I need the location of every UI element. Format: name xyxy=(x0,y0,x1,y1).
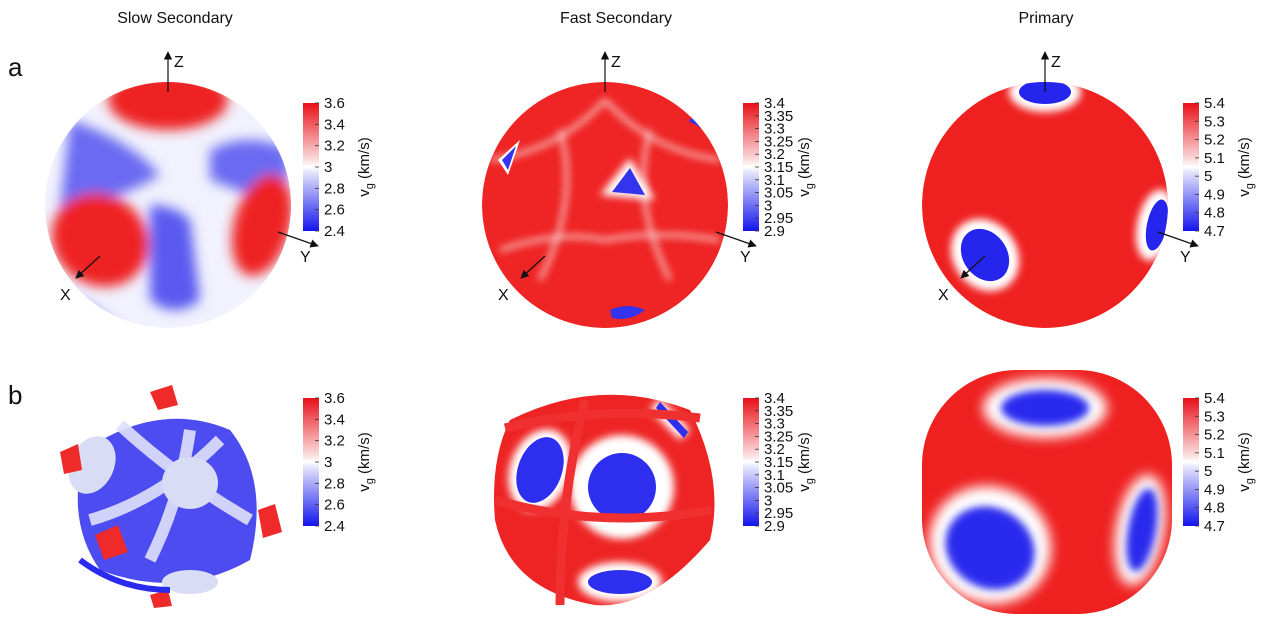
axis-z-label: Z xyxy=(174,54,184,71)
axis-y-label: Y xyxy=(740,249,751,266)
colorbar-tick-label: 2.4 xyxy=(324,518,345,535)
colorbar-tick-label: 3.3 xyxy=(764,416,785,433)
colorbar-tick-label: 3.05 xyxy=(764,185,793,202)
colorbar-tick-label: 3.35 xyxy=(764,403,793,420)
colorbar-tick-label: 3.15 xyxy=(764,454,793,471)
axis-x-label: X xyxy=(60,287,71,304)
colorbar-gradient xyxy=(743,398,759,526)
axis-x-label: X xyxy=(938,287,949,304)
colorbar-tick-label: 3.1 xyxy=(764,467,785,484)
colorbar-tick-label: 5.1 xyxy=(1204,445,1225,462)
colorbar-tick-label: 3 xyxy=(324,454,332,471)
colorbar-tick-label: 3.6 xyxy=(324,390,345,407)
colorbar-tick-label: 5.3 xyxy=(1204,408,1225,425)
colorbar-tick-label: 3.4 xyxy=(764,95,785,112)
colorbar-tick-label: 4.7 xyxy=(1204,223,1225,240)
colorbar-axis-label: vg (km/s) xyxy=(796,137,816,196)
colorbar-gradient xyxy=(1183,103,1199,231)
colorbar-gradient xyxy=(743,103,759,231)
colorbar-6: 5.45.3 5.25.154.9 4.84.7 vg (km/s) xyxy=(1183,390,1256,535)
col-title-primary: Primary xyxy=(1018,10,1074,27)
surface-primary-b xyxy=(922,370,1172,614)
colorbar-gradient xyxy=(1183,398,1199,526)
colorbar-axis-label: vg (km/s) xyxy=(1236,432,1256,491)
colorbar-axis-label: vg (km/s) xyxy=(1236,137,1256,196)
colorbar-tick-label: 3.2 xyxy=(764,146,785,163)
colorbar-tick-label: 3 xyxy=(324,159,332,176)
colorbar-tick-label: 5 xyxy=(1204,463,1212,480)
colorbar-tick-label: 5.2 xyxy=(1204,132,1225,149)
colorbar-3: 5.45.3 5.25.154.9 4.84.7 vg (km/s) xyxy=(1183,95,1256,240)
colorbar-tick-label: 2.95 xyxy=(764,505,793,522)
sphere-slow-secondary-a: Z X Y xyxy=(45,51,319,328)
colorbar-tick-label: 3.2 xyxy=(324,138,345,155)
colorbar-tick-label: 3.25 xyxy=(764,133,793,150)
col-title-fast-secondary: Fast Secondary xyxy=(559,10,673,27)
colorbar-tick-label: 3.25 xyxy=(764,428,793,445)
colorbar-tick-label: 3.35 xyxy=(764,108,793,125)
colorbar-tick-label: 3.3 xyxy=(764,121,785,138)
colorbar-axis-label: vg (km/s) xyxy=(356,432,376,491)
colorbar-gradient xyxy=(303,398,319,526)
colorbar-4: 3.6 3.4 3.2 3 2.8 2.6 2.4 vg (km/s) xyxy=(303,390,376,535)
colorbar-tick-label: 4.9 xyxy=(1204,186,1225,203)
colorbars: 3.63.43.232.82.62.4vg (km/s)3.43.353.33.… xyxy=(303,95,1256,535)
colorbar-axis-label: vg (km/s) xyxy=(356,137,376,196)
colorbar-tick-label: 5 xyxy=(1204,168,1212,185)
colorbar-tick-label: 4.7 xyxy=(1204,518,1225,535)
axis-y-label: Y xyxy=(300,249,311,266)
sphere-fast-secondary-a: Z X Y xyxy=(482,51,757,328)
sphere-primary-a: Z X Y xyxy=(922,51,1199,328)
surface-slow-secondary-b xyxy=(60,385,282,608)
col-title-slow-secondary: Slow Secondary xyxy=(117,10,233,27)
colorbar-tick-label: 2.6 xyxy=(324,202,345,219)
colorbar-tick-label: 3 xyxy=(764,492,772,509)
colorbar-tick-label: 2.95 xyxy=(764,210,793,227)
colorbar-tick-label: 5.4 xyxy=(1204,95,1225,112)
colorbar-tick-label: 4.8 xyxy=(1204,205,1225,222)
colorbar-tick-label: 5.4 xyxy=(1204,390,1225,407)
colorbar-gradient xyxy=(303,103,319,231)
colorbar-tick-label: 5.1 xyxy=(1204,150,1225,167)
row-label-b: b xyxy=(8,380,23,410)
colorbar-tick-label: 2.9 xyxy=(764,518,785,535)
colorbar-tick-label: 3.4 xyxy=(324,116,345,133)
axis-z-label: Z xyxy=(611,54,621,71)
colorbar-tick-label: 3.6 xyxy=(324,95,345,112)
axis-y-label: Y xyxy=(1180,249,1191,266)
colorbar-tick-label: 3.2 xyxy=(764,441,785,458)
colorbar-tick-label: 2.8 xyxy=(324,475,345,492)
surface-fast-secondary-b xyxy=(493,394,715,606)
colorbar-tick-label: 3 xyxy=(764,197,772,214)
axis-z-label: Z xyxy=(1051,54,1061,71)
row-label-a: a xyxy=(8,52,23,82)
colorbar-tick-label: 5.3 xyxy=(1204,113,1225,130)
colorbar-tick-label: 4.8 xyxy=(1204,500,1225,517)
colorbar-tick-label: 3.15 xyxy=(764,159,793,176)
axis-x-label: X xyxy=(498,287,509,304)
colorbar-1: 3.6 3.4 3.2 3 2.8 2.6 2.4 vg (km/s) xyxy=(303,95,376,240)
colorbar-tick-label: 2.6 xyxy=(324,497,345,514)
colorbar-tick-label: 3.2 xyxy=(324,433,345,450)
colorbar-tick-label: 3.4 xyxy=(764,390,785,407)
colorbar-axis-label: vg (km/s) xyxy=(796,432,816,491)
colorbar-tick-label: 3.1 xyxy=(764,172,785,189)
colorbar-tick-label: 2.4 xyxy=(324,223,345,240)
colorbar-tick-label: 3.05 xyxy=(764,480,793,497)
colorbar-tick-label: 4.9 xyxy=(1204,481,1225,498)
colorbar-tick-label: 5.2 xyxy=(1204,427,1225,444)
colorbar-tick-label: 2.9 xyxy=(764,223,785,240)
colorbar-tick-label: 3.4 xyxy=(324,411,345,428)
colorbar-tick-label: 2.8 xyxy=(324,180,345,197)
